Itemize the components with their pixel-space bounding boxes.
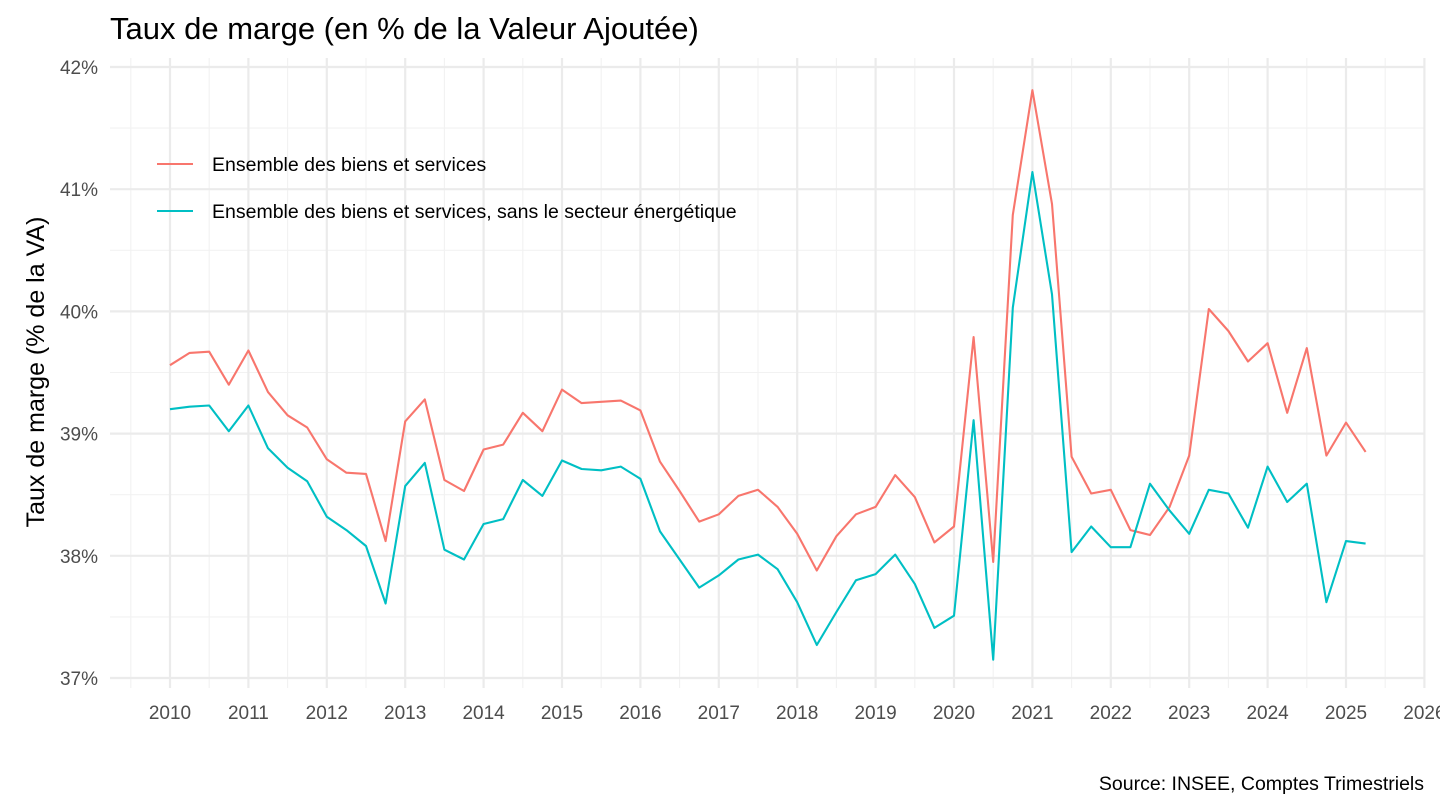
chart-caption: Source: INSEE, Comptes Trimestriels [1099, 773, 1424, 795]
x-tick-label: 2025 [1325, 703, 1367, 724]
x-tick-label: 2021 [1011, 703, 1053, 724]
y-tick-label: 39% [60, 425, 98, 446]
y-axis-tick-labels: 37% 38% 39% 40% 41% 42% [60, 58, 98, 690]
legend-item-sans-energie: Ensemble des biens et services, sans le … [157, 201, 737, 223]
y-axis-title: Taux de marge (% de la VA) [22, 217, 50, 528]
x-tick-label: 2022 [1090, 703, 1132, 724]
major-x-gridlines [168, 58, 1426, 688]
series-line-ensemble [169, 89, 1367, 572]
y-tick-label: 41% [60, 180, 98, 201]
legend: Ensemble des biens et services Ensemble … [157, 154, 737, 223]
x-tick-label: 2020 [933, 703, 975, 724]
x-tick-label: 2010 [149, 703, 191, 724]
series-line-sans-energie [169, 171, 1366, 661]
major-y-gridlines [110, 65, 1425, 680]
x-tick-label: 2024 [1246, 703, 1289, 724]
y-tick-label: 37% [60, 669, 98, 690]
x-tick-label: 2011 [228, 703, 269, 724]
legend-label-sans-energie: Ensemble des biens et services, sans le … [212, 201, 737, 223]
x-tick-label: 2016 [619, 703, 661, 724]
chart-title: Taux de marge (en % de la Valeur Ajoutée… [110, 11, 699, 46]
x-tick-label: 2026 [1403, 703, 1440, 724]
y-tick-label: 40% [60, 302, 98, 323]
minor-x-gridlines [130, 58, 1386, 688]
x-tick-label: 2019 [854, 703, 896, 724]
x-tick-label: 2013 [384, 703, 426, 724]
legend-label-ensemble: Ensemble des biens et services [212, 154, 486, 176]
x-tick-label: 2014 [462, 703, 505, 724]
x-axis-tick-labels: 2010 2011 2012 2013 2014 2015 2016 2017 2018 2019… [149, 703, 1440, 724]
x-tick-label: 2012 [306, 703, 348, 724]
x-tick-label: 2015 [541, 703, 583, 724]
x-tick-label: 2018 [776, 703, 818, 724]
x-tick-label: 2017 [698, 703, 740, 724]
y-tick-label: 42% [60, 58, 98, 79]
series-lines [169, 89, 1367, 661]
legend-item-ensemble: Ensemble des biens et services [157, 154, 486, 176]
y-tick-label: 38% [60, 547, 98, 568]
x-tick-label: 2023 [1168, 703, 1210, 724]
